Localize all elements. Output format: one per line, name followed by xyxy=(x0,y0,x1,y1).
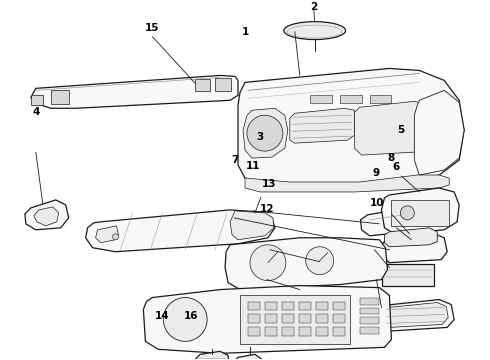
Polygon shape xyxy=(243,108,288,158)
Circle shape xyxy=(163,298,207,341)
Bar xyxy=(340,95,362,103)
Polygon shape xyxy=(415,90,464,175)
Polygon shape xyxy=(245,175,449,192)
Polygon shape xyxy=(225,238,388,289)
Bar xyxy=(240,294,349,345)
Polygon shape xyxy=(382,302,448,328)
Bar xyxy=(265,315,277,323)
Bar xyxy=(333,315,344,323)
Bar xyxy=(394,242,402,254)
Text: 16: 16 xyxy=(184,311,198,321)
Bar xyxy=(310,95,332,103)
Circle shape xyxy=(400,206,415,220)
Circle shape xyxy=(306,247,334,275)
Bar xyxy=(31,95,43,105)
Bar xyxy=(200,359,225,360)
Ellipse shape xyxy=(284,22,345,40)
Polygon shape xyxy=(361,208,419,236)
Polygon shape xyxy=(383,234,447,263)
Text: 14: 14 xyxy=(155,311,170,321)
Polygon shape xyxy=(375,300,454,332)
Text: 7: 7 xyxy=(232,155,239,165)
Polygon shape xyxy=(382,188,459,234)
Text: 12: 12 xyxy=(260,204,274,214)
Bar xyxy=(248,328,260,336)
Polygon shape xyxy=(96,226,119,243)
Bar xyxy=(265,302,277,310)
Polygon shape xyxy=(230,211,274,240)
Bar xyxy=(333,302,344,310)
Text: 2: 2 xyxy=(310,2,317,12)
Bar xyxy=(360,307,379,315)
Polygon shape xyxy=(25,200,69,230)
Text: 6: 6 xyxy=(392,162,400,172)
Polygon shape xyxy=(238,68,464,188)
Polygon shape xyxy=(31,75,238,108)
Circle shape xyxy=(247,115,283,151)
Bar xyxy=(215,78,231,91)
Bar xyxy=(416,242,424,254)
Bar xyxy=(360,298,379,305)
Text: 15: 15 xyxy=(145,23,160,33)
Text: 11: 11 xyxy=(245,161,260,171)
Bar xyxy=(360,318,379,324)
Bar xyxy=(282,302,294,310)
Bar xyxy=(405,242,414,254)
Polygon shape xyxy=(34,207,59,226)
Text: 1: 1 xyxy=(242,27,248,37)
Bar xyxy=(195,80,210,91)
Polygon shape xyxy=(386,236,435,262)
Circle shape xyxy=(250,245,286,280)
Bar xyxy=(427,242,435,254)
Bar xyxy=(51,90,69,104)
Text: 13: 13 xyxy=(262,179,277,189)
Polygon shape xyxy=(290,108,355,143)
Bar xyxy=(299,302,311,310)
Bar xyxy=(248,315,260,323)
Text: 8: 8 xyxy=(388,153,395,163)
Polygon shape xyxy=(144,285,392,353)
Bar xyxy=(392,200,449,226)
Text: 4: 4 xyxy=(32,107,40,117)
Bar xyxy=(248,302,260,310)
Bar xyxy=(369,95,392,103)
Bar xyxy=(299,315,311,323)
Bar xyxy=(282,315,294,323)
Text: 3: 3 xyxy=(256,132,263,142)
Bar xyxy=(333,328,344,336)
Text: 10: 10 xyxy=(369,198,384,208)
Polygon shape xyxy=(233,354,264,360)
Bar xyxy=(316,302,328,310)
Bar xyxy=(360,328,379,334)
Polygon shape xyxy=(385,228,437,247)
Bar xyxy=(316,328,328,336)
Bar xyxy=(265,328,277,336)
Polygon shape xyxy=(355,101,434,155)
Circle shape xyxy=(113,234,119,240)
Bar xyxy=(316,315,328,323)
Bar xyxy=(383,264,434,285)
Text: 5: 5 xyxy=(397,125,405,135)
Polygon shape xyxy=(195,351,230,360)
Text: 9: 9 xyxy=(372,168,379,178)
Polygon shape xyxy=(86,210,275,252)
Bar xyxy=(282,328,294,336)
Bar xyxy=(299,328,311,336)
